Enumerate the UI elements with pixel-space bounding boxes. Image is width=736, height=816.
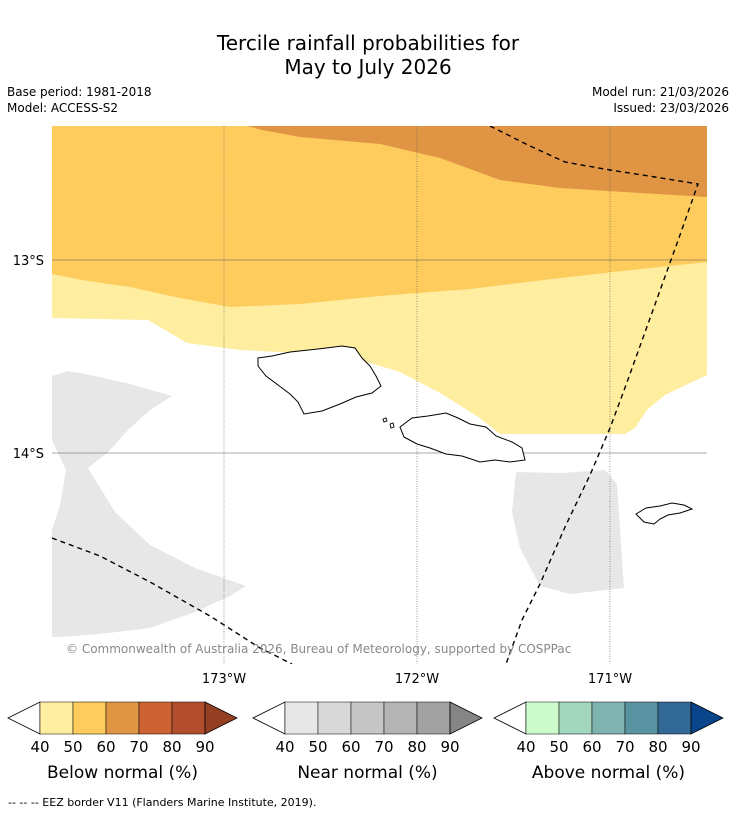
base-period: Base period: 1981-2018 xyxy=(7,85,152,99)
lon-label-171w: 171°W xyxy=(588,672,632,687)
lon-label-172w: 172°W xyxy=(395,672,439,687)
legend-0-swatch-0 xyxy=(39,701,74,735)
legend-1-swatch-0 xyxy=(284,701,319,735)
manono-islet xyxy=(382,417,395,429)
graticule xyxy=(52,259,707,454)
near-normal-zone-east xyxy=(512,470,624,594)
tutuila-island xyxy=(635,502,694,525)
legend-0: 40 50 60 70 80 90 Below normal (%) xyxy=(7,701,238,783)
title-line-1: Tercile rainfall probabilities for xyxy=(216,31,520,55)
model-run: Model run: 21/03/2026 xyxy=(591,85,729,99)
legend-2-tick-0: 40 xyxy=(516,738,535,756)
legend-1-high-arrow xyxy=(449,701,483,735)
legend-2-swatch-1 xyxy=(558,701,593,735)
near-normal-zone-west xyxy=(52,371,246,637)
legend-0-tick-2: 60 xyxy=(96,738,115,756)
legend-2-tick-3: 70 xyxy=(615,738,634,756)
legend-1-tick-0: 40 xyxy=(275,738,294,756)
legend-0-swatch-4 xyxy=(171,701,206,735)
copyright-text: © Commonwealth of Australia 2026, Bureau… xyxy=(66,642,571,656)
lat-label-14s: 14°S xyxy=(13,447,44,462)
legend-2-tick-2: 60 xyxy=(582,738,601,756)
legend-0-tick-5: 90 xyxy=(195,738,214,756)
map-area: © Commonwealth of Australia 2026, Bureau… xyxy=(52,126,707,664)
legend-1-tick-5: 90 xyxy=(440,738,459,756)
upolu-island xyxy=(399,412,526,463)
legend-2-tick-4: 80 xyxy=(648,738,667,756)
legend-0-tick-4: 80 xyxy=(162,738,181,756)
lon-label-173w: 173°W xyxy=(202,672,246,687)
savaii-island xyxy=(257,345,382,415)
legend-2-swatch-4 xyxy=(657,701,692,735)
legend-2-swatch-2 xyxy=(591,701,626,735)
legend-2-tick-5: 90 xyxy=(681,738,700,756)
legend-0-tick-3: 70 xyxy=(129,738,148,756)
legend-1-title: Near normal (%) xyxy=(297,763,437,783)
legend-2-swatch-0 xyxy=(525,701,560,735)
legend-0-title: Below normal (%) xyxy=(47,763,198,783)
legend-1-swatch-2 xyxy=(350,701,385,735)
legend-1-tick-3: 70 xyxy=(374,738,393,756)
legend-2-high-arrow xyxy=(690,701,724,735)
legend-0-high-arrow xyxy=(204,701,238,735)
eez-footer-note: -- -- -- EEZ border V11 (Flanders Marine… xyxy=(8,796,317,809)
legend-2: 40 50 60 70 80 90 Above normal (%) xyxy=(493,701,724,783)
legend-1-tick-2: 60 xyxy=(341,738,360,756)
legend-1-swatch-1 xyxy=(317,701,352,735)
title-line-2: May to July 2026 xyxy=(284,55,452,79)
legend-0-low-arrow xyxy=(7,701,41,735)
lat-label-13s: 13°S xyxy=(13,254,44,269)
below-normal-60-70-zone xyxy=(248,126,707,197)
eez-border xyxy=(52,126,699,664)
legend-layer: 40 50 60 70 80 90 Below normal (%) 40 50 60 70 80 90… xyxy=(7,701,724,783)
legend-1-low-arrow xyxy=(252,701,286,735)
legend-1-swatch-3 xyxy=(383,701,418,735)
model-name: Model: ACCESS-S2 xyxy=(7,101,119,115)
legend-2-swatch-3 xyxy=(624,701,659,735)
legend-0-tick-1: 50 xyxy=(63,738,82,756)
legend-0-swatch-1 xyxy=(72,701,107,735)
legend-0-swatch-2 xyxy=(105,701,140,735)
issued-date: Issued: 23/03/2026 xyxy=(613,101,729,115)
legend-0-swatch-3 xyxy=(138,701,173,735)
legend-2-title: Above normal (%) xyxy=(532,763,685,783)
legend-2-low-arrow xyxy=(493,701,527,735)
legend-2-tick-1: 50 xyxy=(549,738,568,756)
legend-0-tick-0: 40 xyxy=(30,738,49,756)
legend-1-tick-1: 50 xyxy=(308,738,327,756)
legend-1-tick-4: 80 xyxy=(407,738,426,756)
legend-1-swatch-4 xyxy=(416,701,451,735)
